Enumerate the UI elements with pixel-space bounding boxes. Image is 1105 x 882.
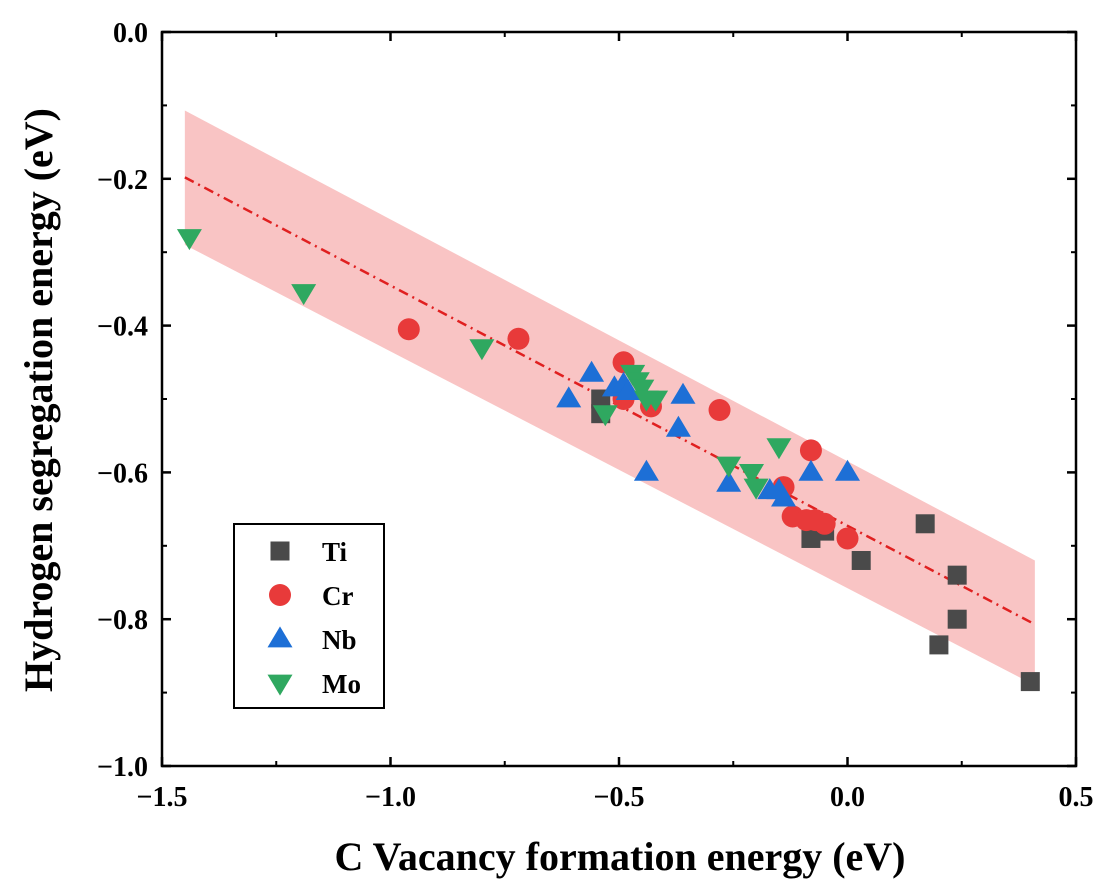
point-cr: [799, 439, 822, 462]
point-cr: [836, 527, 859, 550]
point-nb: [835, 459, 860, 481]
point-mo: [739, 464, 765, 485]
legend-label-ti: Ti: [322, 537, 348, 567]
point-ti: [929, 635, 949, 655]
point-nb: [798, 459, 824, 481]
y-tick-label: −0.4: [97, 312, 148, 343]
y-tick-label: −0.2: [97, 165, 148, 196]
legend-label-nb: Nb: [322, 625, 357, 655]
y-tick-label: −0.6: [97, 458, 148, 489]
point-nb: [615, 379, 641, 401]
point-mo: [766, 438, 792, 460]
x-axis-title: C Vacancy formation energy (eV): [335, 834, 906, 879]
x-tick-label: 0.5: [1059, 782, 1094, 813]
point-ti: [947, 609, 967, 629]
y-tick-label: −1.0: [97, 752, 148, 783]
legend-marker-nb: [267, 626, 293, 648]
point-mo: [291, 284, 317, 306]
point-ti: [915, 514, 935, 534]
legend-marker-mo: [267, 674, 293, 696]
x-tick-label: −0.5: [594, 782, 645, 813]
point-mo: [716, 456, 742, 478]
point-cr: [813, 512, 836, 535]
series-nb: [556, 360, 860, 507]
x-tick-label: 0.0: [830, 782, 865, 813]
legend-label-cr: Cr: [322, 581, 353, 611]
point-mo: [176, 229, 202, 251]
point-nb: [716, 470, 742, 492]
point-mo: [743, 478, 769, 500]
point-nb: [633, 459, 659, 481]
point-ti: [851, 550, 871, 570]
point-cr: [507, 327, 530, 350]
point-ti: [947, 565, 967, 585]
point-nb: [771, 485, 797, 507]
y-tick-label: 0.0: [113, 18, 148, 49]
point-mo: [469, 339, 495, 361]
legend-label-mo: Mo: [322, 669, 361, 699]
y-axis-title: Hydrogen segregation energy (eV): [16, 108, 61, 692]
point-mo: [592, 405, 618, 427]
series-ti: [591, 389, 1040, 692]
point-cr: [397, 318, 420, 341]
point-ti: [1020, 672, 1040, 692]
point-mo: [629, 379, 655, 401]
point-mo: [643, 390, 669, 412]
point-nb: [665, 415, 691, 437]
point-cr: [708, 399, 731, 422]
fit-line: [184, 176, 1036, 626]
point-nb: [670, 382, 696, 404]
y-tick-label: −0.8: [97, 605, 148, 636]
point-nb: [556, 386, 582, 408]
legend-marker-ti: [270, 541, 290, 561]
series-mo: [176, 229, 792, 500]
legend-box: [233, 523, 385, 709]
x-tick-label: −1.0: [365, 782, 416, 813]
point-nb: [579, 360, 605, 382]
legend-marker-cr: [269, 584, 291, 606]
x-tick-label: −1.5: [137, 782, 188, 813]
legend: Ti Cr Nb Mo: [233, 523, 385, 709]
